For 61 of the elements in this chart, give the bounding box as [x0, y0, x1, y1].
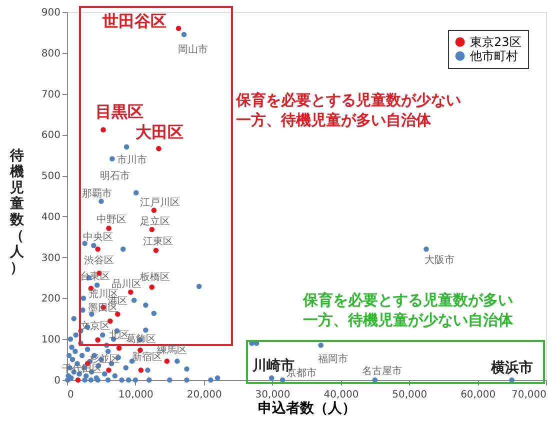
y-axis-title: 待機児童数（人）	[9, 148, 25, 276]
annotation: 江戸川区	[140, 196, 180, 208]
legend-label: 他市町村	[470, 49, 518, 63]
x-tick-label: 20,000	[186, 390, 222, 400]
point	[114, 312, 120, 317]
annotation: 福岡市	[318, 353, 348, 366]
y-tick-label: 900	[41, 8, 60, 18]
x-tick-label: 40,000	[324, 390, 359, 400]
point	[156, 146, 162, 152]
legend-label: 東京23区	[470, 35, 522, 49]
point	[106, 226, 112, 231]
y-tick-label: 200	[41, 294, 60, 305]
y-tick-label: 100	[41, 334, 60, 346]
point	[138, 368, 144, 373]
annotation: 中野区	[96, 213, 127, 226]
annotation: 岡山市	[178, 43, 208, 56]
x-tick-label: 60,000	[460, 390, 496, 400]
x-tick-label: 0	[68, 390, 74, 400]
y-tick-label: 600	[41, 130, 60, 142]
x-axis-title: 申込者数（人）	[258, 400, 356, 416]
y-tick-label: 500	[41, 171, 60, 182]
y-tick-label: 400	[41, 212, 60, 223]
x-tick-label: 30,000	[255, 390, 290, 400]
annotation: 渋谷区	[84, 254, 114, 266]
point	[95, 246, 100, 252]
point	[153, 248, 159, 254]
annotation: 大阪市	[424, 254, 454, 266]
annotation: 文京区	[80, 320, 110, 332]
annotation: 明石市	[100, 170, 130, 182]
annotation: 一方、待機児童が多い自治体	[236, 111, 432, 129]
annotation: 那覇市	[82, 187, 112, 200]
x-tick-label: 10,000	[118, 390, 154, 400]
annotation: 墨田区	[88, 303, 118, 314]
point	[128, 289, 134, 295]
annotation: 大田区	[136, 122, 184, 142]
point	[149, 226, 154, 232]
point	[75, 377, 81, 383]
annotation: 保育を必要とする児童数が少ない	[235, 91, 461, 109]
y-tick-label: 700	[41, 89, 60, 100]
point	[149, 284, 154, 290]
annotation: 中央区	[82, 231, 113, 244]
y-tick-label: 800	[41, 48, 60, 60]
y-tick-label: 300	[41, 252, 60, 264]
annotation: 横浜市	[490, 359, 533, 376]
annotation: 目黒区	[95, 102, 144, 121]
point	[106, 368, 112, 373]
point	[176, 26, 182, 31]
annotation: 足立区	[140, 216, 170, 228]
point	[100, 127, 106, 132]
annotation: 保育を必要とする児童数が多い	[302, 291, 513, 309]
point	[95, 337, 100, 343]
point	[164, 358, 170, 364]
x-tick-label: 50,000	[392, 390, 428, 400]
annotation: 一方、待機児童が少ない自治体	[303, 311, 514, 329]
annotation: 世田谷区	[102, 11, 167, 30]
x-tick-label: 70,000	[512, 390, 546, 400]
annotation: 江東区	[142, 235, 173, 248]
y-tick-label: 0	[54, 376, 60, 386]
annotation: 名古屋市	[362, 365, 402, 377]
point	[151, 208, 157, 213]
annotation: 市川市	[117, 154, 148, 166]
